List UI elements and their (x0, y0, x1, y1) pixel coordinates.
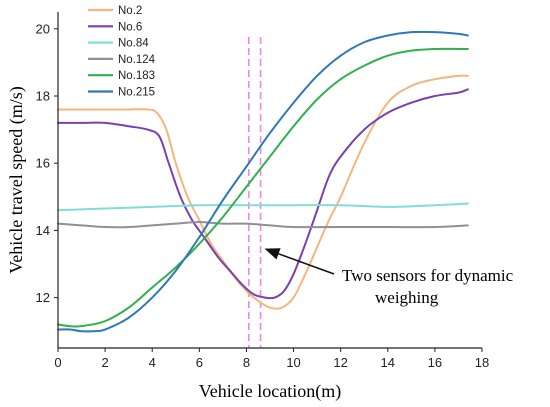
series-lines (57, 30, 469, 333)
legend-label: No.183 (118, 70, 155, 82)
y-tick-label: 12 (36, 290, 50, 305)
y-tick-label: 20 (36, 21, 50, 36)
y-tick-label: 14 (36, 223, 50, 238)
legend-item: No.2 (88, 5, 142, 17)
x-axis-title: Vehicle location(m) (199, 381, 341, 402)
legend-label: No.6 (118, 21, 142, 33)
series-line-no-6 (57, 88, 469, 300)
x-tick-label: 4 (149, 355, 156, 370)
series-line-no-183 (57, 47, 469, 328)
y-ticks: 12 14 16 18 20 (36, 21, 58, 305)
x-tick-label: 16 (428, 355, 442, 370)
y-tick-label: 16 (36, 156, 50, 171)
x-tick-label: 8 (243, 355, 250, 370)
x-tick-label: 0 (54, 355, 61, 370)
legend-label: No.124 (118, 54, 156, 66)
x-ticks: 0 2 4 6 8 10 12 14 16 18 (54, 348, 489, 370)
x-tick-label: 12 (333, 355, 347, 370)
legend-item: No.183 (88, 70, 155, 82)
y-tick-label: 18 (36, 89, 50, 104)
legend-item: No.6 (88, 21, 142, 33)
y-axis-title: Vehicle travel speed (m/s) (6, 86, 27, 273)
annotation-line1: Two sensors for dynamic (342, 266, 514, 285)
series-line-no-215 (57, 30, 469, 333)
annotation-line2: weighing (375, 288, 439, 307)
annotation-arrow (264, 248, 335, 275)
legend-item: No.84 (88, 38, 149, 50)
legend-label: No.2 (118, 5, 142, 17)
series-line-no-84 (57, 202, 469, 212)
x-tick-label: 6 (196, 355, 203, 370)
x-tick-label: 18 (475, 355, 489, 370)
x-tick-label: 10 (286, 355, 300, 370)
x-tick-label: 14 (381, 355, 395, 370)
legend-label: No.215 (118, 87, 155, 99)
legend-label: No.84 (118, 38, 149, 50)
x-tick-label: 2 (101, 355, 108, 370)
series-line-no-124 (57, 221, 469, 229)
legend-item: No.215 (88, 87, 155, 99)
legend-item: No.124 (88, 54, 156, 66)
legend: No.2 No.6 No.84 No.124 No.183 No.215 (88, 5, 156, 99)
